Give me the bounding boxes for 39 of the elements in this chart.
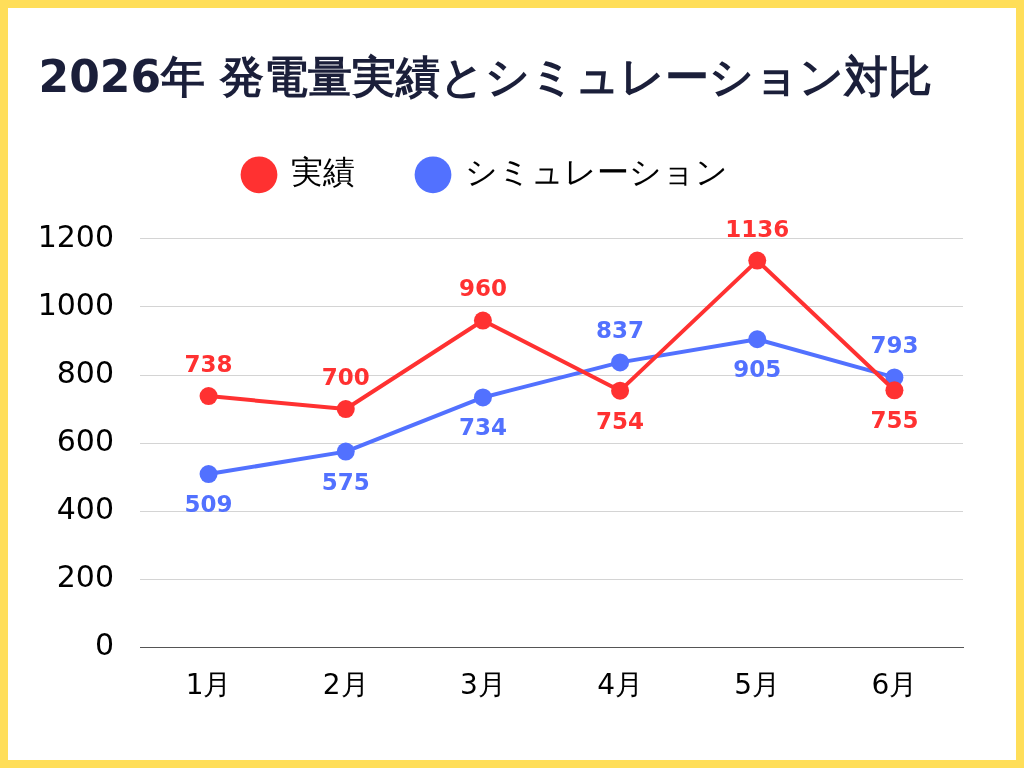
data-label: 837: [596, 317, 645, 344]
data-label: 755: [870, 407, 919, 434]
y-tick-label: 1200: [37, 218, 114, 254]
x-tick-label: 4月: [597, 668, 643, 702]
point: [885, 381, 904, 400]
point: [199, 465, 218, 484]
data-label: 700: [321, 364, 370, 391]
x-tick-label: 3月: [460, 668, 506, 702]
y-tick-label: 800: [56, 354, 114, 390]
legend-label: 実績: [291, 153, 355, 192]
x-tick-label: 1月: [185, 668, 232, 702]
y-tick-label: 400: [56, 491, 114, 526]
chart-title: 2026年 発電量実績とシミュレーション対比: [38, 50, 933, 102]
x-tick-label: 5月: [734, 668, 781, 702]
x-tick-label: 2月: [322, 668, 369, 702]
y-tick-label: 0: [94, 627, 114, 663]
data-label: 754: [596, 407, 645, 434]
point: [199, 387, 218, 406]
y-tick-label: 600: [56, 422, 114, 458]
point: [473, 311, 492, 330]
data-label: 738: [184, 351, 233, 378]
y-tick-label: 1000: [37, 286, 114, 322]
data-label: 905: [733, 356, 782, 383]
data-label: 734: [458, 414, 507, 441]
data-label: 793: [870, 332, 919, 359]
point: [336, 400, 355, 419]
point: [748, 251, 767, 270]
point: [748, 330, 767, 349]
data-label: 509: [184, 491, 233, 518]
point: [611, 381, 630, 400]
point: [336, 442, 355, 461]
point: [611, 353, 630, 372]
data-label: 575: [321, 468, 370, 495]
data-label: 960: [458, 275, 507, 302]
legend-label: シミュレーション: [465, 153, 728, 192]
point: [473, 388, 492, 407]
y-tick-label: 200: [56, 559, 114, 595]
data-label: 1136: [725, 215, 790, 242]
x-tick-label: 6月: [871, 668, 918, 702]
